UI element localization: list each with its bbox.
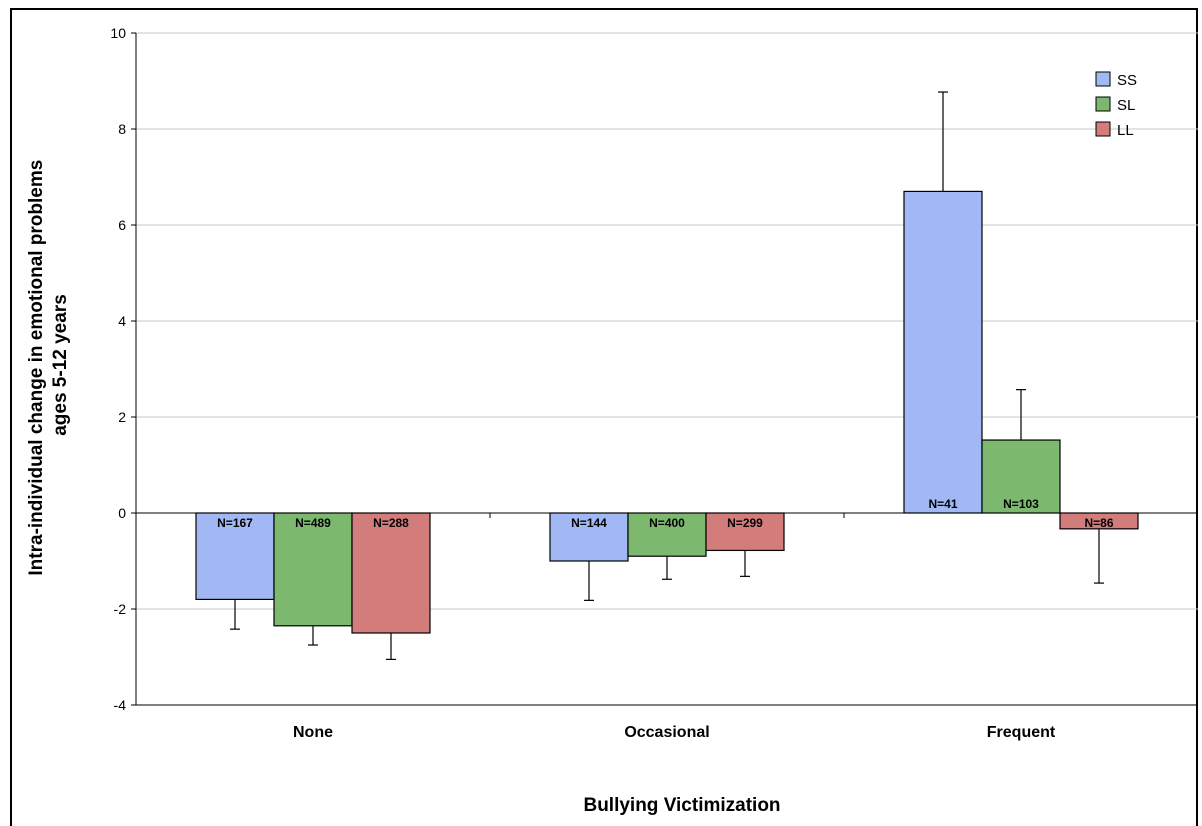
bar-ll xyxy=(705,512,785,552)
sample-size-label: N=299 xyxy=(727,516,763,530)
legend: SS SL LL xyxy=(1095,71,1137,139)
bar-ll xyxy=(351,512,431,634)
bar-sl xyxy=(627,512,707,557)
y-tick-label: -2 xyxy=(114,601,127,617)
sample-size-label: N=489 xyxy=(295,516,331,530)
legend-swatch-sl xyxy=(1095,96,1111,112)
x-category-label: None xyxy=(293,724,333,741)
y-tick-label: 10 xyxy=(110,25,126,41)
axes: -4 -2 0 2 4 6 8 10 None Occasional Frequent xyxy=(110,25,1198,741)
sample-size-label: N=41 xyxy=(928,497,957,511)
y-axis-title: Intra-individual change in emotional pro… xyxy=(26,154,71,575)
y-tick-label: -4 xyxy=(114,697,127,713)
bar-ss xyxy=(903,190,983,514)
y-axis-title-line-1: Intra-individual change in emotional pro… xyxy=(26,160,47,576)
sample-size-label: N=103 xyxy=(1003,497,1039,511)
x-axis-title: Bullying Victimization xyxy=(583,795,780,816)
y-axis-title-line-2: ages 5-12 years xyxy=(50,294,71,436)
sample-size-label: N=86 xyxy=(1084,516,1113,530)
y-tick-label: 4 xyxy=(118,313,126,329)
bar-series: N=167 N=489 N=288 N=144 N=400 N=299 N=41 N=103 N… xyxy=(195,91,1139,661)
sample-size-label: N=144 xyxy=(571,516,607,530)
y-tick-label: 2 xyxy=(118,409,126,425)
legend-swatch-ll xyxy=(1095,121,1111,137)
legend-label-ss: SS xyxy=(1117,72,1137,89)
sample-size-label: N=400 xyxy=(649,516,685,530)
sample-size-label: N=167 xyxy=(217,516,253,530)
legend-label-sl: SL xyxy=(1117,97,1135,114)
legend-label-ll: LL xyxy=(1117,122,1134,139)
bar-ss xyxy=(549,512,629,562)
y-tick-label: 8 xyxy=(118,121,126,137)
y-tick-label: 6 xyxy=(118,217,126,233)
legend-swatch-ss xyxy=(1095,71,1111,87)
sample-size-label: N=288 xyxy=(373,516,409,530)
x-category-label: Occasional xyxy=(624,724,709,741)
x-category-label: Frequent xyxy=(987,724,1056,741)
y-tick-label: 0 xyxy=(118,505,126,521)
